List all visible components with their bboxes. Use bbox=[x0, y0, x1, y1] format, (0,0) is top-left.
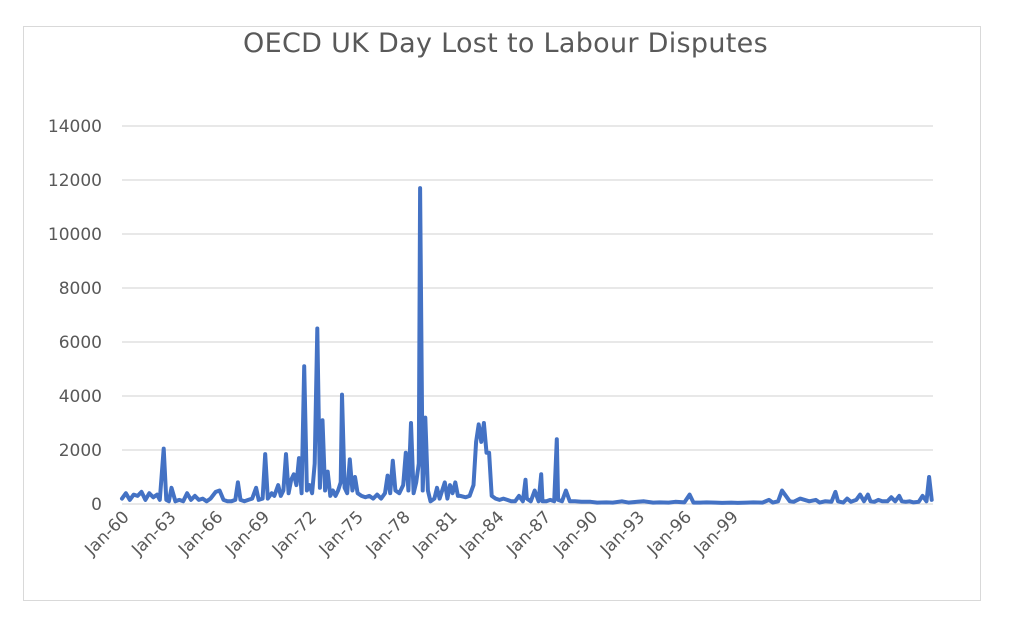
y-axis-labels: 0 2000 4000 6000 8000 10000 12000 14000 bbox=[48, 117, 102, 515]
x-tick-label: Jan-60 bbox=[81, 507, 134, 560]
x-tick-label: Jan-78 bbox=[362, 507, 415, 560]
y-tick-label: 8000 bbox=[59, 279, 102, 299]
x-tick-label: Jan-93 bbox=[596, 507, 649, 560]
x-tick-label: Jan-87 bbox=[502, 507, 555, 560]
series-line bbox=[120, 186, 934, 505]
x-tick-label: Jan-69 bbox=[221, 507, 274, 560]
x-axis-labels: Jan-60Jan-63Jan-66Jan-69Jan-72Jan-75Jan-… bbox=[81, 507, 743, 560]
x-tick-label: Jan-75 bbox=[315, 507, 368, 560]
x-tick-label: Jan-72 bbox=[268, 507, 321, 560]
y-tick-label: 0 bbox=[91, 495, 102, 515]
x-tick-label: Jan-84 bbox=[455, 507, 508, 560]
x-tick-label: Jan-63 bbox=[127, 507, 180, 560]
chart-title: OECD UK Day Lost to Labour Disputes bbox=[243, 28, 768, 59]
x-tick-label: Jan-66 bbox=[174, 507, 227, 560]
gridlines bbox=[122, 125, 933, 505]
y-tick-label: 10000 bbox=[48, 225, 102, 245]
x-tick-label: Jan-81 bbox=[409, 507, 462, 560]
y-tick-label: 2000 bbox=[59, 441, 102, 461]
y-tick-label: 14000 bbox=[48, 117, 102, 137]
series-layer bbox=[120, 186, 934, 505]
y-tick-label: 12000 bbox=[48, 171, 102, 191]
x-tick-label: Jan-90 bbox=[549, 507, 602, 560]
x-tick-label: Jan-99 bbox=[690, 507, 743, 560]
y-tick-label: 6000 bbox=[59, 333, 102, 353]
x-tick-label: Jan-96 bbox=[643, 507, 696, 560]
chart-area bbox=[23, 26, 981, 601]
y-tick-label: 4000 bbox=[59, 387, 102, 407]
